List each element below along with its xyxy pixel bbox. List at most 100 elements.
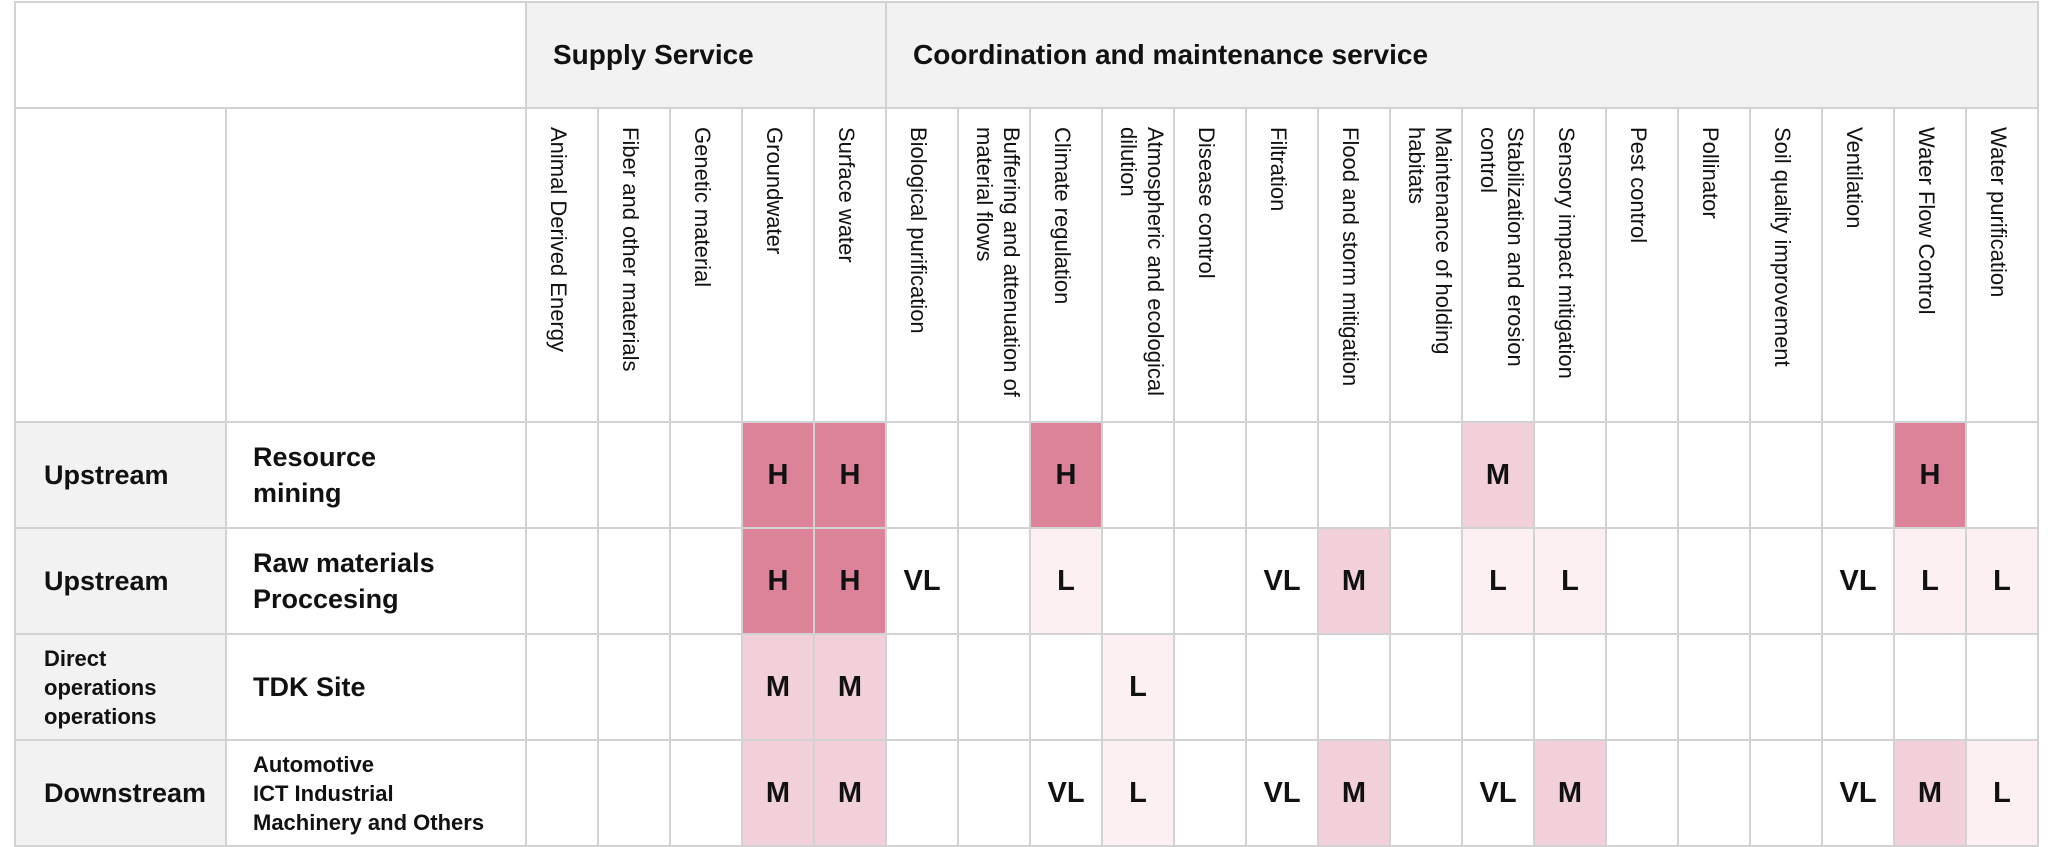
dependency-cell-ventilation: VL [1821,739,1896,847]
coordination-service-header: Coordination and maintenance service [885,1,2040,109]
dependency-cell-pest-control [1605,527,1680,635]
dependency-cell-biological-purification: VL [885,527,960,635]
dependency-cell-flood-and-storm-mitigation [1317,633,1392,741]
dependency-cell-disease-control [1173,633,1248,741]
dependency-cell-fiber-and-other-materials [597,421,671,529]
column-header-sensory-impact-mitigation: Sensory impact mitigation [1533,107,1608,423]
column-header-water-purification: Water purification [1965,107,2040,423]
column-header-label: Animal Derived Energy [546,127,571,352]
activity-header-cell [225,107,527,423]
dependency-cell-stabilization-and-erosion-control [1461,633,1536,741]
column-header-pest-control: Pest control [1605,107,1680,423]
dependency-cell-surface-water: M [812,633,888,741]
table-row: Downstream Automotive ICT Industrial Mach… [14,739,2040,847]
dependency-cell-filtration: VL [1245,527,1320,635]
dependency-cell-disease-control [1173,421,1248,529]
column-header-label: Water Flow Control [1914,127,1940,315]
dependency-cell-animal-derived-energy [525,633,599,741]
dependency-cell-water-flow-control: L [1893,527,1968,635]
dependency-cell-animal-derived-energy [525,527,599,635]
dependency-cell-ventilation [1821,633,1896,741]
dependency-cell-pest-control [1605,739,1680,847]
dependency-cell-groundwater: M [741,633,815,741]
column-header-buffering-and-attenuation-of-material-flows: Buffering and attenuation of material fl… [957,107,1032,423]
table-row: Upstream Resource mining H H H M H [14,421,2040,529]
value-chain-stage: Direct operations operations [14,633,227,741]
dependency-cell-water-purification [1965,421,2040,529]
dependency-cell-pollinator [1677,633,1752,741]
dependency-cell-groundwater: H [741,421,815,529]
dependency-cell-surface-water: H [812,421,888,529]
dependency-cell-groundwater: M [741,739,815,847]
dependency-cell-atmospheric-and-ecological-dilution [1101,421,1176,529]
dependency-cell-maintenance-of-holding-habitats [1389,421,1464,529]
dependency-cell-water-flow-control: M [1893,739,1968,847]
column-header-label: Groundwater [762,127,787,255]
dependency-cell-atmospheric-and-ecological-dilution: L [1101,739,1176,847]
column-header-label: Flood and storm mitigation [1338,127,1364,387]
group-header-row: Supply Service Coordination and maintena… [14,1,2040,109]
dependency-cell-water-purification: L [1965,527,2040,635]
dependency-cell-pollinator [1677,527,1752,635]
dependency-cell-stabilization-and-erosion-control: L [1461,527,1536,635]
dependency-cell-water-purification [1965,633,2040,741]
dependency-cell-sensory-impact-mitigation [1533,633,1608,741]
dependency-cell-fiber-and-other-materials [597,633,671,741]
dependency-cell-animal-derived-energy [525,421,599,529]
stage-header-cell [14,107,227,423]
dependency-cell-buffering-and-attenuation-of-material-flows [957,421,1032,529]
dependency-cell-pollinator [1677,739,1752,847]
column-header-label: Surface water [834,127,859,263]
dependency-cell-pollinator [1677,421,1752,529]
dependency-cell-sensory-impact-mitigation: M [1533,739,1608,847]
column-header-animal-derived-energy: Animal Derived Energy [525,107,599,423]
dependency-cell-maintenance-of-holding-habitats [1389,527,1464,635]
column-header-surface-water: Surface water [812,107,888,423]
dependency-cell-soil-quality-improvement [1749,739,1824,847]
dependency-cell-biological-purification [885,739,960,847]
column-header-ventilation: Ventilation [1821,107,1896,423]
dependency-cell-climate-regulation: L [1029,527,1104,635]
dependency-cell-fiber-and-other-materials [597,739,671,847]
column-header-label: Fiber and other materials [618,127,643,372]
column-header-label: Pest control [1626,127,1652,244]
dependency-cell-maintenance-of-holding-habitats [1389,633,1464,741]
activity-label: TDK Site [225,633,527,741]
dependency-cell-soil-quality-improvement [1749,633,1824,741]
dependency-cell-filtration: VL [1245,739,1320,847]
column-header-label: Pollinator [1698,127,1724,219]
column-header-label: Genetic material [690,127,715,288]
dependency-cell-water-flow-control: H [1893,421,1968,529]
column-header-filtration: Filtration [1245,107,1320,423]
dependency-cell-climate-regulation: H [1029,421,1104,529]
column-header-climate-regulation: Climate regulation [1029,107,1104,423]
column-header-groundwater: Groundwater [741,107,815,423]
column-header-water-flow-control: Water Flow Control [1893,107,1968,423]
dependency-cell-surface-water: M [812,739,888,847]
column-header-label: Atmospheric and ecological dilution [1116,127,1169,397]
dependency-cell-flood-and-storm-mitigation: M [1317,527,1392,635]
dependency-cell-buffering-and-attenuation-of-material-flows [957,739,1032,847]
dependency-cell-climate-regulation [1029,633,1104,741]
dependency-cell-sensory-impact-mitigation [1533,421,1608,529]
activity-label: Raw materials Proccesing [225,527,527,635]
dependency-cell-stabilization-and-erosion-control: VL [1461,739,1536,847]
column-header-label: Filtration [1266,127,1292,212]
column-header-atmospheric-and-ecological-dilution: Atmospheric and ecological dilution [1101,107,1176,423]
dependency-cell-biological-purification [885,633,960,741]
column-header-fiber-and-other-materials: Fiber and other materials [597,107,671,423]
column-header-row: Animal Derived Energy Fiber and other mat… [14,107,2040,423]
column-header-label: Climate regulation [1050,127,1076,305]
column-header-label: Disease control [1194,127,1220,279]
dependency-cell-flood-and-storm-mitigation: M [1317,739,1392,847]
dependency-cell-maintenance-of-holding-habitats [1389,739,1464,847]
dependency-cell-water-purification: L [1965,739,2040,847]
column-header-label: Soil quality improvement [1770,127,1796,367]
column-header-genetic-material: Genetic material [669,107,743,423]
column-header-label: Sensory impact mitigation [1554,127,1580,379]
column-header-soil-quality-improvement: Soil quality improvement [1749,107,1824,423]
dependency-cell-ventilation [1821,421,1896,529]
supply-service-header: Supply Service [524,1,888,109]
table-row: Direct operations operations TDK Site M M L [14,633,2040,741]
dependency-cell-climate-regulation: VL [1029,739,1104,847]
